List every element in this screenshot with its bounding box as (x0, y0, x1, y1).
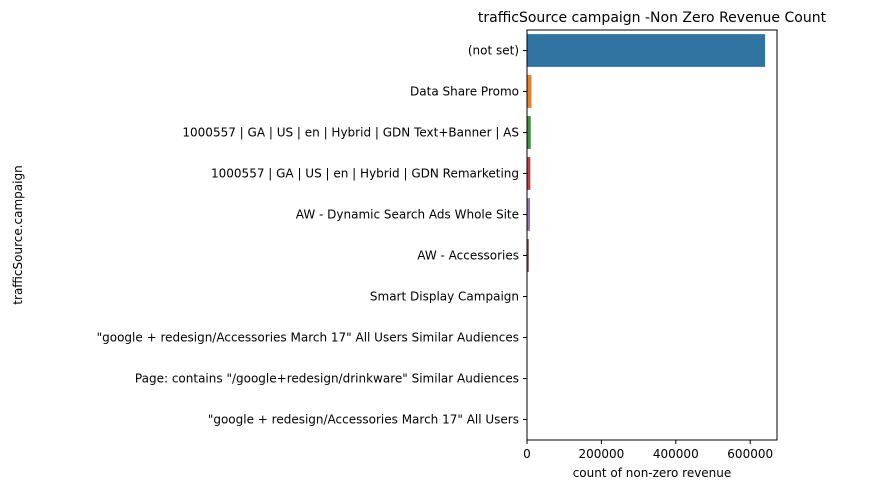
y-tick-label-0: (not set) (468, 44, 519, 58)
y-tick-label-3: 1000557 | GA | US | en | Hybrid | GDN Re… (211, 167, 519, 181)
y-tick-label-8: Page: contains "/google+redesign/drinkwa… (135, 372, 519, 386)
y-tick-label-4: AW - Dynamic Search Ads Whole Site (296, 208, 519, 222)
bar-2 (527, 116, 531, 149)
y-ticks-layer: (not set) Data Share Promo 1000557 | GA | … (97, 44, 527, 427)
bar-0 (527, 34, 765, 67)
y-tick-label-7: "google + redesign/Accessories March 17"… (97, 331, 519, 345)
x-tick-label-2: 400000 (653, 447, 699, 461)
y-tick-label-2: 1000557 | GA | US | en | Hybrid | GDN Te… (182, 126, 519, 140)
y-tick-label-1: Data Share Promo (410, 85, 519, 99)
bar-1 (527, 75, 531, 108)
x-tick-label-1: 200000 (578, 447, 624, 461)
x-ticks-layer: 0 200000 400000 600000 (523, 440, 773, 461)
bars-layer (527, 34, 765, 436)
y-tick-label-9: "google + redesign/Accessories March 17"… (208, 413, 519, 427)
bar-3 (527, 157, 530, 190)
x-axis-label: count of non-zero revenue (573, 466, 732, 480)
x-tick-label-0: 0 (523, 447, 531, 461)
plot-frame (527, 30, 777, 440)
x-tick-label-3: 600000 (727, 447, 773, 461)
y-tick-label-6: Smart Display Campaign (370, 290, 519, 304)
y-axis-label: trafficSource.campaign (11, 165, 25, 304)
y-tick-label-5: AW - Accessories (417, 249, 519, 263)
chart-title: trafficSource campaign -Non Zero Revenue… (478, 10, 827, 26)
